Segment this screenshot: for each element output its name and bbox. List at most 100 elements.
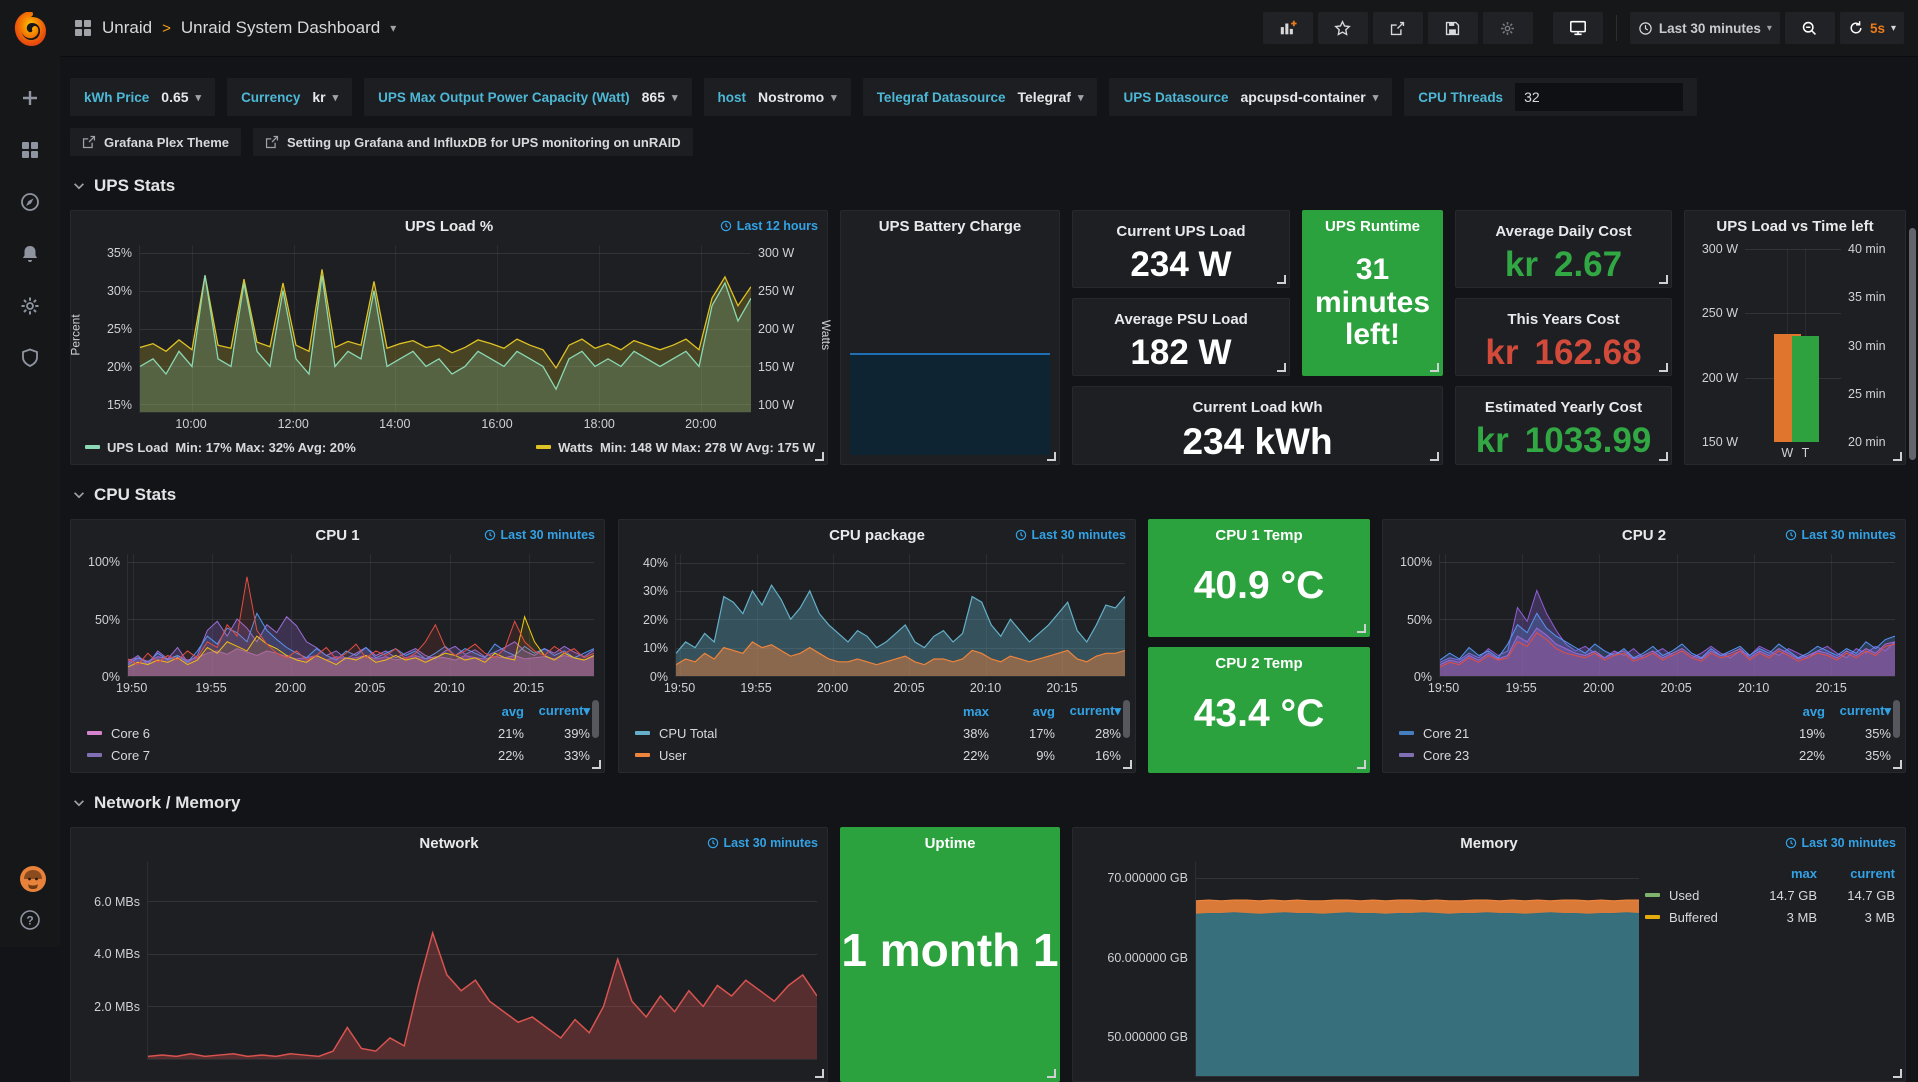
stat-title[interactable]: Current Load kWh bbox=[1192, 398, 1323, 416]
legend-column-header[interactable]: current▾ bbox=[1839, 703, 1891, 718]
variable-ups-max-output[interactable]: UPS Max Output Power Capacity (Watt) 865… bbox=[364, 78, 692, 116]
legend-scrollbar[interactable] bbox=[1893, 700, 1900, 738]
variable-currency[interactable]: Currency kr ▾ bbox=[227, 78, 353, 116]
variable-kwh-price[interactable]: kWh Price 0.65 ▾ bbox=[70, 78, 216, 116]
legend-series-name[interactable]: Core 23 bbox=[1399, 748, 1759, 763]
variable-value[interactable]: 0.65 bbox=[161, 89, 189, 105]
admin-shield-icon[interactable] bbox=[19, 347, 41, 369]
legend-series-name[interactable]: User bbox=[635, 748, 923, 763]
plot-area[interactable] bbox=[1745, 249, 1841, 442]
legend-column-header[interactable]: avg bbox=[501, 703, 524, 719]
plot-area[interactable] bbox=[147, 862, 817, 1060]
panel-title[interactable]: UPS Load vs Time left bbox=[1716, 217, 1874, 235]
stat-title[interactable]: Current UPS Load bbox=[1116, 222, 1246, 240]
page-scrollbar[interactable] bbox=[1909, 228, 1916, 460]
panel-time-range-link[interactable]: Last 30 minutes bbox=[1785, 528, 1896, 542]
add-panel-button[interactable] bbox=[1262, 12, 1313, 44]
variable-value[interactable]: 865 bbox=[641, 89, 665, 105]
legend-series-name[interactable]: Core 21 bbox=[1399, 726, 1759, 741]
panel-time-range-link[interactable]: Last 30 minutes bbox=[707, 836, 818, 850]
explore-icon[interactable] bbox=[19, 191, 41, 213]
user-avatar[interactable] bbox=[19, 865, 46, 892]
variable-host[interactable]: host Nostromo ▾ bbox=[703, 78, 851, 116]
grafana-logo[interactable] bbox=[0, 0, 60, 57]
plot-area[interactable] bbox=[1195, 862, 1639, 1077]
variable-value[interactable]: Nostromo bbox=[758, 89, 825, 105]
alerting-bell-icon[interactable] bbox=[19, 243, 41, 265]
panel-title[interactable]: CPU 1 Temp bbox=[1215, 526, 1303, 544]
plus-icon[interactable] bbox=[19, 87, 41, 109]
panel-title[interactable]: CPU 2 Last 30 minutes bbox=[1621, 526, 1896, 544]
legend-series-name[interactable]: Buffered bbox=[1645, 910, 1739, 925]
panel-title[interactable]: CPU 1 Last 30 minutes bbox=[315, 526, 595, 544]
stat-title[interactable]: Average Daily Cost bbox=[1495, 222, 1632, 240]
refresh-button[interactable]: 5s ▾ bbox=[1839, 12, 1904, 44]
variable-ups-datasource[interactable]: UPS Datasource apcupsd-container ▾ bbox=[1109, 78, 1393, 116]
star-button[interactable] bbox=[1317, 12, 1368, 44]
link-ups-monitoring-guide[interactable]: Setting up Grafana and InfluxDB for UPS … bbox=[253, 128, 693, 156]
breadcrumb-home[interactable]: Unraid bbox=[102, 18, 153, 37]
section-network-memory[interactable]: Network / Memory bbox=[72, 793, 240, 813]
external-link-icon bbox=[82, 135, 96, 149]
panel-title[interactable]: UPS Battery Charge bbox=[878, 217, 1022, 235]
legend-column-header[interactable]: current▾ bbox=[1069, 703, 1121, 718]
panel-title[interactable]: UPS Runtime bbox=[1324, 217, 1420, 235]
cpu-threads-input[interactable] bbox=[1515, 83, 1684, 111]
legend-column-header[interactable]: avg bbox=[1032, 703, 1055, 719]
plot-area[interactable] bbox=[127, 554, 594, 677]
panel-title[interactable]: Uptime bbox=[924, 834, 976, 852]
panel-time-range-link[interactable]: Last 30 minutes bbox=[484, 528, 595, 542]
variable-telegraf-datasource[interactable]: Telegraf Datasource Telegraf ▾ bbox=[862, 78, 1098, 116]
legend-scrollbar[interactable] bbox=[1123, 700, 1130, 738]
panel-title[interactable]: CPU package Last 30 minutes bbox=[829, 526, 1126, 544]
cycle-view-mode-button[interactable] bbox=[1552, 12, 1603, 44]
dashboards-icon[interactable] bbox=[19, 139, 41, 161]
panel-time-range-link[interactable]: Last 30 minutes bbox=[1785, 836, 1896, 850]
legend-column-header[interactable]: avg bbox=[1802, 703, 1825, 719]
legend-column-header[interactable]: max bbox=[1790, 865, 1817, 881]
legend-series-name[interactable]: Watts bbox=[558, 439, 593, 455]
legend-item[interactable]: UPS Load Min: 17% Max: 32% Avg: 20% bbox=[85, 440, 356, 455]
legend-series-name[interactable]: Used bbox=[1645, 888, 1739, 903]
panel-time-range-link[interactable]: Last 12 hours bbox=[720, 219, 818, 233]
plot-area[interactable] bbox=[139, 245, 751, 413]
breadcrumb-dashboard-title[interactable]: Unraid System Dashboard bbox=[180, 18, 381, 37]
zoom-out-button[interactable] bbox=[1784, 12, 1835, 44]
panel-title[interactable]: Network Last 30 minutes bbox=[419, 834, 818, 852]
variable-value[interactable]: apcupsd-container bbox=[1240, 89, 1366, 105]
plot-area[interactable] bbox=[675, 554, 1125, 677]
section-cpu-stats[interactable]: CPU Stats bbox=[72, 485, 176, 505]
plot-area[interactable] bbox=[1439, 554, 1895, 677]
link-grafana-plex-theme[interactable]: Grafana Plex Theme bbox=[70, 128, 241, 156]
stat-title[interactable]: Average PSU Load bbox=[1114, 310, 1248, 328]
legend-column-header[interactable]: current bbox=[1850, 865, 1895, 881]
legend-series-name[interactable]: UPS Load bbox=[107, 439, 169, 455]
dashboard-settings-button[interactable] bbox=[1482, 12, 1533, 44]
refresh-interval-label[interactable]: 5s bbox=[1869, 20, 1885, 36]
panel-title[interactable]: CPU 2 Temp bbox=[1215, 654, 1303, 672]
configuration-gear-icon[interactable] bbox=[19, 295, 41, 317]
legend-column-header[interactable]: max bbox=[962, 703, 989, 719]
x-axis-tick: 20:10 bbox=[1737, 681, 1770, 695]
share-button[interactable] bbox=[1372, 12, 1423, 44]
stat-title[interactable]: This Years Cost bbox=[1507, 310, 1620, 328]
panel-time-range-link[interactable]: Last 30 minutes bbox=[1015, 528, 1126, 542]
stat-title[interactable]: Estimated Yearly Cost bbox=[1484, 398, 1643, 416]
variable-value[interactable]: kr bbox=[312, 89, 326, 105]
save-button[interactable] bbox=[1427, 12, 1478, 44]
legend-series-name[interactable]: CPU Total bbox=[635, 726, 923, 741]
legend-scrollbar[interactable] bbox=[592, 700, 599, 738]
panel-title[interactable]: Memory Last 30 minutes bbox=[1460, 834, 1896, 852]
legend-series-name[interactable]: Core 7 bbox=[87, 748, 458, 763]
help-icon[interactable]: ? bbox=[19, 909, 41, 931]
panel-title[interactable]: UPS Load % Last 12 hours bbox=[404, 217, 818, 235]
dashboard-caret-icon[interactable]: ▾ bbox=[390, 21, 397, 35]
time-range-picker[interactable]: Last 30 minutes ▾ bbox=[1629, 12, 1780, 44]
legend-column-header[interactable]: current▾ bbox=[538, 703, 590, 718]
bar-T[interactable] bbox=[1792, 335, 1820, 442]
legend-series-name[interactable]: Core 6 bbox=[87, 726, 458, 741]
dashboard-grid-icon[interactable] bbox=[74, 19, 92, 37]
legend-item[interactable]: Watts Min: 148 W Max: 278 W Avg: 175 W bbox=[536, 440, 815, 455]
section-ups-stats[interactable]: UPS Stats bbox=[72, 176, 175, 196]
variable-value[interactable]: Telegraf bbox=[1017, 89, 1071, 105]
